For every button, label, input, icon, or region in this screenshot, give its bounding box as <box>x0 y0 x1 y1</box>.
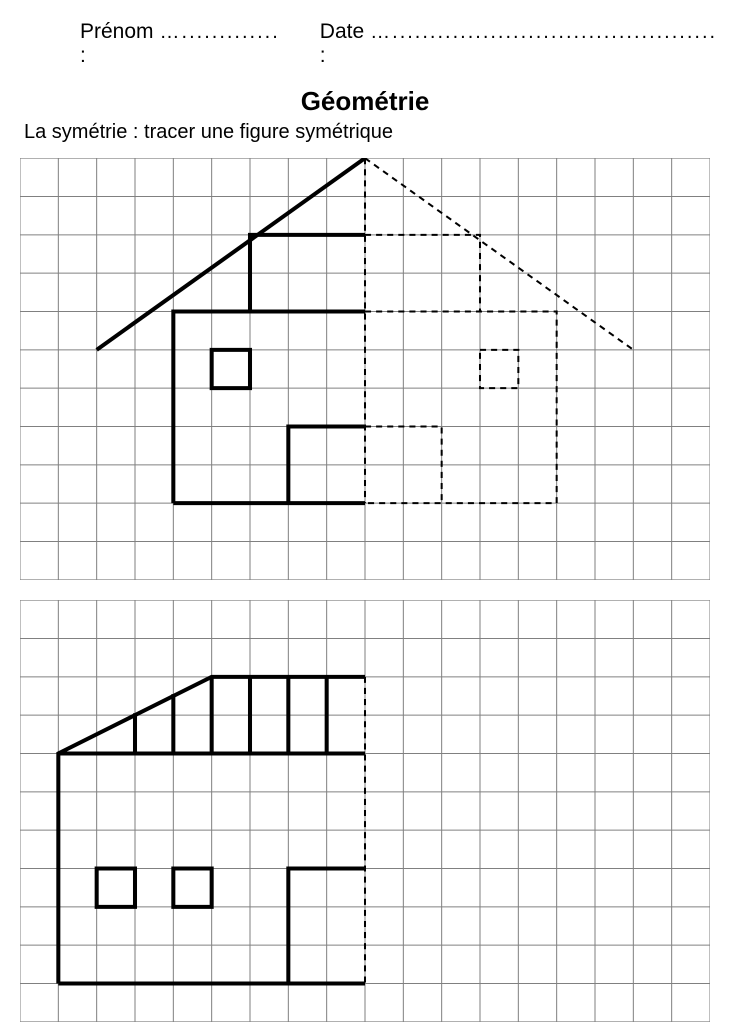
solid-shape <box>173 312 365 504</box>
solid-shape <box>97 869 135 907</box>
figure-2 <box>20 600 710 1022</box>
solid-shape <box>212 350 250 388</box>
name-blank: …............. <box>160 21 280 44</box>
solid-shape <box>173 869 211 907</box>
dashed-shape <box>365 312 557 504</box>
date-field: Date : …................................… <box>320 20 717 68</box>
date-label: Date : <box>320 20 364 68</box>
page-title: Géométrie <box>20 86 710 117</box>
dashed-shape <box>365 158 633 350</box>
dashed-shape <box>480 350 518 388</box>
name-label: Prénom : <box>80 20 154 68</box>
figure-1 <box>20 158 710 580</box>
solid-shape <box>97 158 365 350</box>
header-row: Prénom : …............. Date : …........… <box>20 20 710 68</box>
name-field: Prénom : …............. <box>80 20 280 68</box>
page-subtitle: La symétrie : tracer une figure symétriq… <box>20 121 710 144</box>
date-blank: ….......................................… <box>370 21 717 44</box>
